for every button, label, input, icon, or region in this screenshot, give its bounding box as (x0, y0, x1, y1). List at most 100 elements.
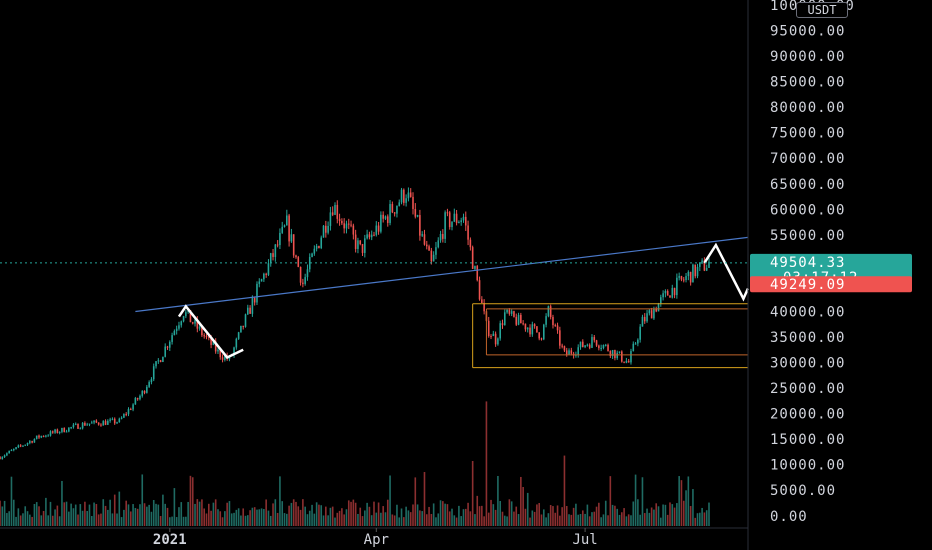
volume-bar (24, 506, 27, 526)
volume-bar (31, 516, 33, 526)
volume-bar (375, 512, 378, 526)
volume-bar (68, 511, 70, 526)
candle-body (542, 324, 545, 340)
volume-bar (414, 477, 417, 526)
volume-bar (458, 505, 460, 526)
price-tick-label: 40000.00 (770, 304, 845, 320)
candle-body (322, 225, 325, 238)
candle-body (313, 248, 316, 254)
volume-bar (116, 513, 118, 526)
volume-bar (102, 499, 105, 526)
volume-bar (705, 510, 708, 526)
candle-body (416, 215, 419, 217)
candle-body (648, 310, 651, 314)
pattern-drawing-left (177, 304, 244, 359)
candle-body (38, 435, 40, 438)
volume-bar (446, 504, 449, 526)
candle-body (125, 414, 127, 416)
candle-body (217, 349, 219, 352)
candle-body (141, 390, 144, 396)
volume-bar (648, 512, 651, 526)
volume-bar (40, 515, 43, 526)
candle-body (623, 361, 625, 363)
volume-bar (329, 507, 332, 526)
candle-body (132, 404, 134, 410)
candle-body (111, 418, 114, 420)
volume-bar (682, 500, 685, 526)
candle-body (391, 204, 394, 213)
volume-bar (703, 512, 706, 526)
candle-body (212, 341, 215, 345)
candle-body (168, 341, 171, 348)
volume-bar (522, 486, 524, 526)
volume-bar (139, 504, 141, 526)
candle-body (602, 344, 605, 348)
candle-body (682, 279, 685, 281)
volume-bar (58, 516, 61, 526)
volume-bar (152, 499, 155, 526)
volume-bar (95, 503, 98, 526)
volume-bar (400, 508, 403, 526)
candle-body (662, 293, 664, 298)
volume-bar (180, 502, 183, 526)
candle-body (432, 254, 435, 262)
volume-bar (212, 502, 215, 526)
candle-body (6, 453, 8, 456)
volume-bar (235, 509, 238, 526)
volume-bar (403, 517, 405, 526)
volume-bar (416, 504, 419, 526)
candle-body (481, 299, 483, 303)
volume-bar (244, 515, 247, 526)
candle-body (104, 421, 107, 425)
volume-bar (322, 515, 325, 526)
volume-bar (313, 513, 316, 526)
candle-body (97, 422, 100, 425)
candle-body (269, 253, 272, 264)
volume-bar (581, 510, 584, 526)
volume-bar (412, 504, 414, 526)
volume-bar (65, 501, 68, 526)
volume-bar (501, 511, 504, 526)
volume-bar (680, 480, 683, 526)
volume-bar (604, 500, 607, 526)
candle-body (304, 277, 306, 284)
candle-body (315, 245, 318, 249)
volume-bar (515, 506, 518, 526)
time-axis[interactable]: 2021 Apr Jul (153, 528, 598, 548)
currency-button[interactable]: USDT (796, 2, 848, 18)
candle-body (487, 320, 490, 336)
candle-body (425, 244, 428, 247)
price-tick-label: 60000.00 (770, 202, 845, 218)
candle-body (182, 316, 185, 322)
volume-bar (189, 475, 192, 526)
candle-body (373, 234, 375, 236)
volume-bar (258, 509, 261, 526)
candle-body (453, 213, 456, 222)
candle-body (584, 345, 586, 348)
candle-body (84, 422, 86, 426)
volume-bar (93, 502, 95, 526)
volume-bar (320, 505, 323, 526)
volume-bar (86, 510, 88, 526)
volume-bar (318, 504, 320, 526)
candle-body (421, 234, 423, 236)
candle-body (464, 216, 467, 226)
volume-bar (22, 513, 24, 526)
volume-bar (12, 499, 15, 526)
volume-bar (297, 506, 300, 526)
candle-body (107, 420, 109, 425)
volume-bar (118, 491, 121, 526)
volume-bar (97, 514, 100, 526)
volume-bar (191, 477, 194, 526)
candle-body (536, 326, 538, 333)
volume-bar (352, 499, 355, 526)
candle-body (295, 255, 297, 258)
volume-bar (129, 511, 132, 526)
volume-bar (455, 517, 458, 526)
candle-body (127, 409, 130, 415)
volume-bar (81, 510, 84, 526)
candle-body (56, 429, 59, 433)
volume-bar (536, 504, 538, 526)
